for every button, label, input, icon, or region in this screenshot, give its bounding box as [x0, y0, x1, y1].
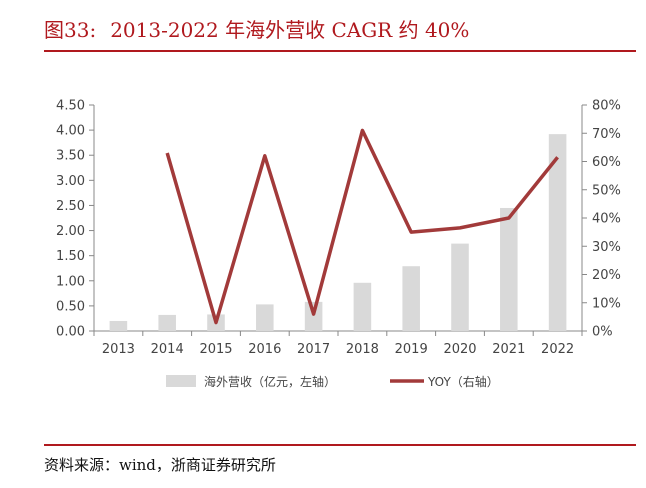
y-right-tick-label: 20%	[592, 268, 621, 283]
y-right-tick-label: 70%	[592, 127, 621, 142]
y-left-tick-label: 0.50	[56, 299, 85, 314]
y-right-tick-label: 30%	[592, 240, 621, 255]
y-left-tick-label: 4.50	[56, 99, 85, 114]
x-tick-label: 2015	[199, 342, 232, 357]
y-right-tick-label: 60%	[592, 155, 621, 170]
figure-number: 图33:	[44, 18, 97, 42]
bar-overseas-revenue	[158, 314, 176, 331]
legend-swatch-bar	[166, 375, 196, 387]
x-tick-label: 2022	[541, 342, 574, 357]
bar-overseas-revenue	[548, 134, 567, 331]
top-rule	[44, 50, 636, 52]
bar-overseas-revenue	[500, 207, 518, 331]
y-left-tick-label: 2.50	[56, 199, 85, 214]
x-tick-label: 2018	[346, 342, 379, 357]
figure-title: 图33: 2013-2022 年海外营收 CAGR 约 40%	[44, 14, 469, 43]
bar-overseas-revenue	[304, 301, 323, 331]
y-right-tick-label: 0%	[592, 325, 613, 340]
figure-title-text: 2013-2022 年海外营收 CAGR 约 40%	[110, 18, 470, 42]
x-tick-label: 2013	[102, 342, 135, 357]
y-right-tick-label: 10%	[592, 296, 621, 311]
x-tick-label: 2020	[443, 342, 476, 357]
y-left-tick-label: 3.50	[56, 149, 85, 164]
chart: 0.00 0.50 1.00 1.50 2.00 2.50 3.00 3.50 4.00 4.50…	[56, 99, 621, 390]
x-tick-label: 2021	[492, 342, 525, 357]
bottom-rule	[44, 444, 636, 446]
x-tick-label: 2017	[297, 342, 330, 357]
y-right-tick-label: 50%	[592, 183, 621, 198]
x-tick-label: 2019	[395, 342, 428, 357]
y-left-tick-label: 2.00	[56, 224, 85, 239]
y-right-tick-label: 80%	[592, 99, 621, 114]
bar-overseas-revenue	[353, 282, 372, 331]
bar-overseas-revenue	[402, 266, 420, 331]
y-left-tick-label: 1.50	[56, 249, 85, 264]
legend-label-line: YOY（右轴）	[427, 374, 499, 389]
source-note: 资料来源：wind，浙商证券研究所	[44, 456, 276, 474]
bar-overseas-revenue	[109, 320, 128, 331]
y-left-tick-label: 4.00	[56, 124, 85, 139]
legend-label-bar: 海外营收（亿元，左轴）	[204, 374, 336, 389]
y-right-tick-label: 40%	[592, 212, 621, 227]
y-left-tick-label: 0.00	[56, 325, 85, 340]
x-tick-label: 2014	[151, 342, 184, 357]
bar-overseas-revenue	[256, 304, 274, 331]
y-left-tick-label: 1.00	[56, 274, 85, 289]
x-tick-label: 2016	[248, 342, 281, 357]
bar-overseas-revenue	[451, 243, 469, 331]
y-left-tick-label: 3.00	[56, 174, 85, 189]
